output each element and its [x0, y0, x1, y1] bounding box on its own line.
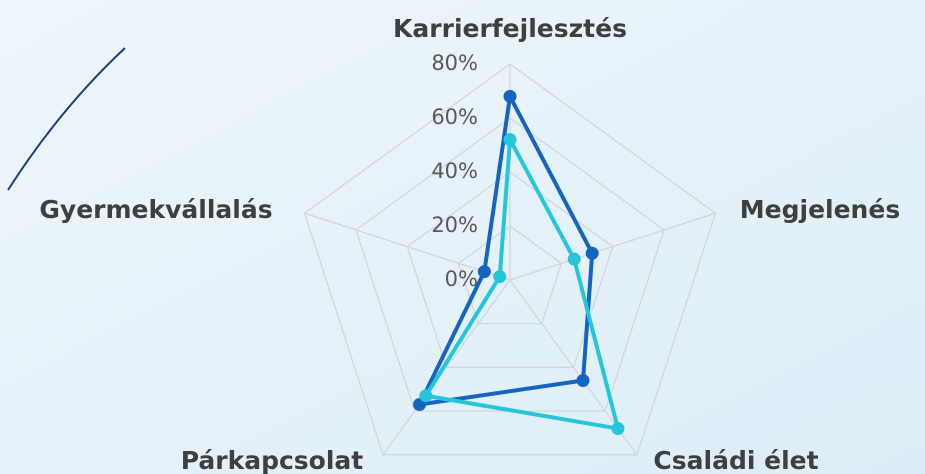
decoration [7, 47, 126, 191]
data-point [503, 89, 517, 103]
spoke [304, 212, 511, 281]
spoke [509, 212, 716, 281]
category-label: Gyermekvállalás [39, 195, 272, 224]
labels: 0% 20% 40% 60% 80% Karrierfejlesztés Megjelené… [39, 14, 900, 474]
data-point [585, 246, 599, 260]
grid-line [303, 63, 717, 456]
category-label: Párkapcsolat [181, 446, 364, 474]
category-label: Családi élet [653, 446, 818, 474]
tick-label: 0% [445, 267, 478, 291]
data-point [419, 389, 433, 403]
category-label: Karrierfejlesztés [393, 14, 627, 43]
data-point [576, 373, 590, 387]
marks [413, 89, 625, 436]
data-point [493, 270, 507, 284]
data-point [611, 422, 625, 436]
tick-label: 40% [431, 159, 478, 183]
data-point [477, 265, 491, 279]
grid-line [457, 225, 563, 325]
data-point [503, 133, 517, 147]
data-point [567, 252, 581, 266]
series-line [417, 94, 595, 407]
spoke [382, 279, 511, 456]
tick-label: 60% [431, 105, 478, 129]
tick-label: 80% [431, 51, 478, 75]
series-line [423, 137, 620, 431]
category-label: Megjelenés [740, 195, 900, 224]
grid-line [406, 171, 614, 368]
tick-label: 20% [431, 213, 478, 237]
